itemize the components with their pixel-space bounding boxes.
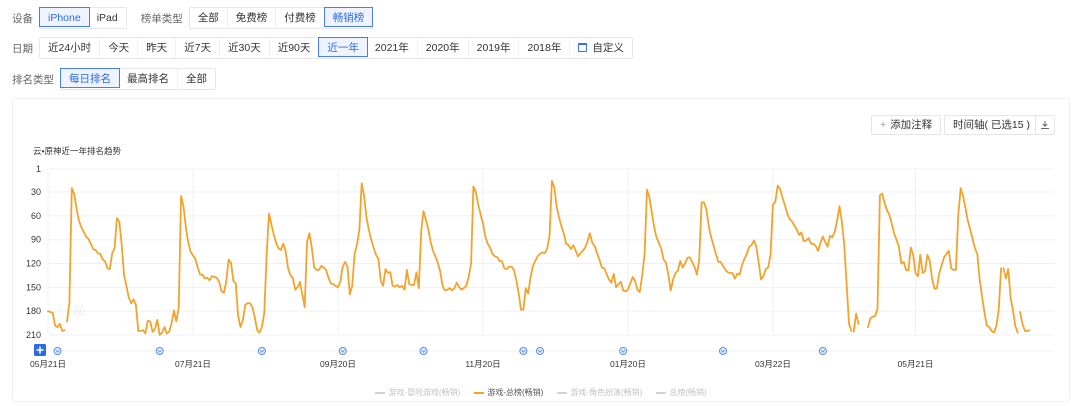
device-filter-row: 设备 iPhone iPad 榜单类型 全部 免费榜 付费榜 畅销榜 (12, 7, 374, 29)
list-type-option-all[interactable]: 全部 (189, 8, 228, 28)
legend-item[interactable]: 游戏-冒险游戏(畅销) (375, 387, 460, 398)
x-tick-label: 05月21日 (30, 359, 66, 369)
legend-swatch (474, 391, 485, 394)
plus-icon: + (880, 119, 887, 131)
annotation-marker (257, 347, 266, 355)
chart-panel: + 添加注释 时间轴( 已选15 ) 云•原神近一年排名趋势 1 30 60 90 120… (12, 98, 1070, 402)
date-option-2019[interactable]: 2019年 (468, 38, 520, 58)
annotation-chevron-icon (621, 349, 626, 353)
annotation-chevron-icon (55, 349, 60, 353)
annotation-marker (719, 347, 728, 355)
y-tick-label: 1 (36, 164, 41, 174)
device-option-iphone[interactable]: iPhone (39, 7, 90, 27)
list-type-option-paid[interactable]: 付费榜 (276, 8, 325, 28)
annotation-chevron-icon (820, 349, 825, 353)
date-option-yesterday[interactable]: 昨天 (138, 38, 177, 58)
annotation-marker (338, 347, 347, 355)
series-line (47, 310, 66, 332)
x-tick-label: 09月20日 (320, 359, 356, 369)
legend-item[interactable]: 游戏-总榜(畅销) (474, 387, 543, 398)
annotation-chevron-icon (521, 349, 526, 353)
series-line (867, 187, 1002, 334)
annotation-marker (818, 347, 827, 355)
date-option-90d[interactable]: 近90天 (269, 38, 320, 58)
legend-label: 游戏-冒险游戏(畅销) (388, 388, 461, 397)
rank-type-option-all[interactable]: 全部 (178, 69, 215, 89)
annotation-chevron-icon (259, 349, 265, 353)
rank-type-filter-row: 排名类型 每日排名 最高排名 全部 (12, 68, 216, 90)
date-option-custom[interactable]: 自定义 (570, 38, 632, 58)
rank-type-option-daily[interactable]: 每日排名 (60, 68, 120, 88)
watermark-logo: ◎ (73, 301, 85, 317)
list-type-option-free[interactable]: 免费榜 (227, 8, 277, 28)
x-tick-label: 01月20日 (610, 359, 646, 369)
legend-label: 游戏-角色扮演(畅销) (570, 388, 643, 397)
date-option-24h[interactable]: 近24小时 (40, 38, 101, 58)
y-tick-label: 60 (31, 211, 41, 221)
add-note-button[interactable]: + 添加注释 (871, 115, 942, 135)
legend-item[interactable]: 总榜(畅销) (656, 387, 707, 398)
annotation-marker (519, 347, 528, 355)
annotation-marker (419, 347, 428, 355)
device-option-ipad[interactable]: iPad (88, 8, 126, 28)
date-option-1y[interactable]: 近一年 (318, 37, 368, 57)
x-tick-label: 03月22日 (755, 359, 791, 369)
y-tick-label: 90 (31, 235, 41, 245)
rank-type-filter-label: 排名类型 (12, 73, 54, 86)
chart-legend: 游戏-冒险游戏(畅销) 游戏-总榜(畅销) 游戏-角色扮演(畅销) 总榜(畅销) (13, 387, 1069, 398)
annotation-chevron-icon (720, 349, 726, 353)
list-type-button-group: 全部 免费榜 付费榜 畅销榜 (188, 7, 374, 29)
y-tick-label: 210 (26, 330, 41, 340)
date-filter-row: 日期 近24小时 今天 昨天 近7天 近30天 近90天 近一年 2021年 2… (12, 37, 633, 59)
date-option-30d[interactable]: 近30天 (220, 38, 270, 58)
legend-swatch (375, 391, 386, 394)
rank-type-option-highest[interactable]: 最高排名 (119, 69, 178, 89)
x-tick-label: 05月21日 (898, 359, 934, 369)
add-note-label: 添加注释 (890, 119, 933, 131)
device-filter-label: 设备 (12, 12, 33, 25)
y-tick-label: 120 (26, 259, 41, 269)
list-type-filter-label: 榜单类型 (140, 12, 183, 25)
annotation-chevron-icon (157, 349, 162, 353)
annotation-marker (53, 347, 62, 355)
annotation-marker (155, 347, 164, 355)
legend-label: 游戏-总榜(畅销) (487, 388, 544, 397)
timeline-button[interactable]: 时间轴( 已选15 ) (944, 115, 1040, 135)
custom-date-label: 自定义 (592, 42, 624, 54)
date-option-2021[interactable]: 2021年 (366, 38, 418, 58)
list-type-option-grossing[interactable]: 畅销榜 (323, 7, 374, 27)
download-icon[interactable] (1035, 115, 1055, 135)
date-option-2018[interactable]: 2018年 (519, 38, 571, 58)
annotation-marker (536, 347, 544, 355)
date-option-2020[interactable]: 2020年 (417, 38, 469, 58)
plus-icon (36, 346, 44, 354)
y-tick-label: 150 (26, 282, 41, 292)
annotation-chevron-icon (340, 349, 345, 353)
date-filter-label: 日期 (12, 42, 33, 55)
x-tick-label: 11月20日 (465, 359, 500, 369)
y-tick-label: 30 (31, 187, 41, 197)
series-line (1002, 267, 1019, 334)
device-button-group: iPhone iPad (39, 7, 127, 29)
rank-trend-chart: 1 30 60 90 120 150 180 210 05月21日 07月21日 09月20日 11月… (26, 164, 1055, 369)
date-option-today[interactable]: 今天 (100, 38, 139, 58)
series-line (66, 180, 853, 336)
annotation-chevron-icon (537, 349, 543, 353)
legend-swatch (557, 391, 568, 394)
x-tick-label: 07月21日 (175, 359, 211, 369)
calendar-icon (578, 43, 588, 52)
legend-item[interactable]: 游戏-角色扮演(畅销) (557, 387, 642, 398)
annotation-chevron-icon (421, 349, 426, 353)
chart-title: 云•原神近一年排名趋势 (33, 146, 121, 156)
date-button-group: 近24小时 今天 昨天 近7天 近30天 近90天 近一年 2021年 2020… (39, 37, 633, 59)
legend-label: 总榜(畅销) (669, 388, 707, 397)
series-line (852, 312, 860, 333)
series-line (1019, 311, 1031, 332)
rank-type-button-group: 每日排名 最高排名 全部 (60, 68, 216, 90)
annotation-marker (619, 347, 628, 355)
y-tick-label: 180 (26, 306, 41, 316)
date-option-7d[interactable]: 近7天 (176, 38, 221, 58)
legend-swatch (656, 391, 667, 394)
